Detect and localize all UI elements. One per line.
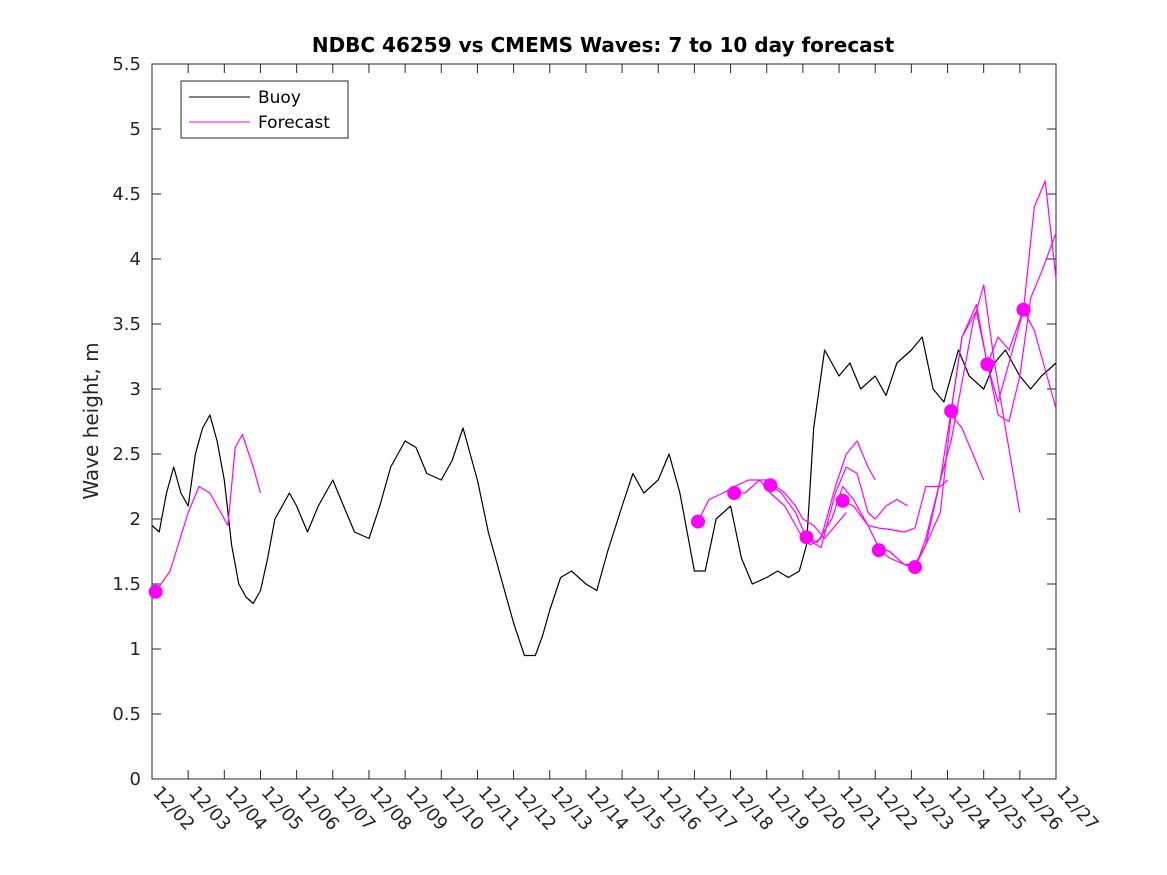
y-axis-label: Wave height, m [79, 342, 103, 499]
y-tick-label: 4 [130, 249, 141, 270]
y-tick-label: 2 [130, 509, 141, 530]
forecast-start-marker [727, 486, 742, 500]
legend-box [180, 80, 349, 139]
y-tick-label: 4.5 [112, 184, 141, 205]
legend-forecast-label: Forecast [258, 113, 330, 133]
forecast-start-marker [980, 357, 995, 372]
forecast-start-marker [871, 543, 886, 558]
forecast-start-marker [763, 478, 778, 493]
forecast-start-marker [799, 530, 814, 545]
forecast-series-line-7 [878, 284, 1021, 570]
forecast-start-marker [148, 584, 163, 599]
forecast-start-marker [1016, 302, 1031, 317]
plot-frame [151, 63, 1057, 780]
y-tick-label: 1 [130, 639, 141, 660]
forecast-series-line-5 [806, 479, 948, 544]
y-tick-label: 5.5 [112, 54, 141, 75]
forecast-series-line-3 [734, 440, 876, 546]
legend: Buoy Forecast [180, 80, 349, 139]
x-tick-label: 12/27 [1052, 782, 1102, 835]
y-tick-label: 0 [130, 769, 141, 790]
buoy-series-line [151, 336, 1057, 657]
y-tick-label: 5 [130, 119, 141, 140]
y-tick-label: 0.5 [112, 704, 141, 725]
forecast-series-line-4 [769, 466, 909, 549]
y-tick-label: 1.5 [112, 574, 141, 595]
forecast-start-marker [944, 404, 959, 419]
legend-buoy-label: Buoy [258, 88, 301, 108]
forecast-start-marker [691, 514, 706, 529]
chart-title: NDBC 46259 vs CMEMS Waves: 7 to 10 day f… [312, 33, 895, 57]
forecast-series-line-9 [950, 180, 1057, 412]
y-tick-label: 2.5 [112, 444, 141, 465]
forecast-start-marker [907, 560, 922, 575]
y-tick-label: 3 [130, 379, 141, 400]
forecast-series-line-2 [697, 479, 847, 540]
forecast-start-marker [835, 493, 850, 508]
forecast-series-line-1 [155, 433, 262, 593]
plot-area: 00.511.522.533.544.555.512/0212/0312/041… [112, 54, 1102, 835]
y-tick-label: 3.5 [112, 314, 141, 335]
